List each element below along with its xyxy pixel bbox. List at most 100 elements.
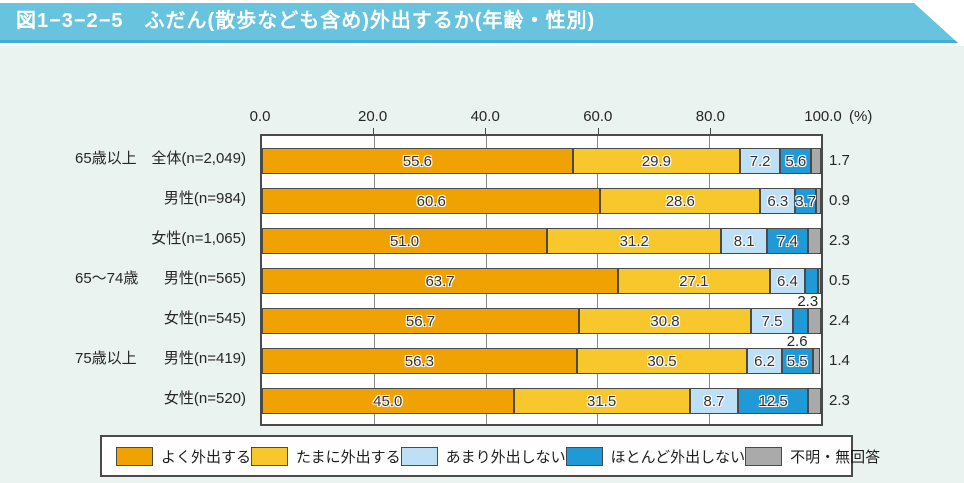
- bar-segment: 60.6: [262, 188, 601, 214]
- bar-segment: 29.9: [572, 148, 740, 174]
- category-group-label: 65歳以上: [75, 150, 137, 167]
- segment-value-label: 5.5: [786, 352, 808, 370]
- bar-segment: [816, 188, 822, 214]
- figure-title-bar: 図1−3−2−5 ふだん(散歩なども含め)外出するか(年齢・性別): [0, 3, 958, 43]
- outside-value-label: 2.3: [829, 392, 850, 409]
- category-name-label: 男性(n=984): [163, 190, 246, 207]
- segment-value-label: 12.5: [758, 392, 788, 410]
- bar-segment: 30.5: [576, 348, 748, 374]
- bar-segment: 56.7: [262, 308, 579, 334]
- legend-swatch: [400, 446, 438, 466]
- legend-label: 不明・無回答: [790, 448, 881, 466]
- bar-row: 51.0 31.2 8.1 7.4 2.3: [262, 228, 850, 254]
- category-label-row: 65〜74歳 男性(n=565): [0, 266, 253, 292]
- plot-area: 55.6 29.9 7.2 5.6 1.7 60.6 28.6 6.3 3.7 0.9 51.0 31…: [260, 134, 850, 426]
- segment-value-label: 56.3: [404, 352, 434, 370]
- category-label-row: 女性(n=1,065): [0, 226, 253, 252]
- bar-segment: 45.0: [262, 388, 514, 414]
- segment-value-label: 6.2: [754, 352, 775, 370]
- legend-label: ほとんど外出しない: [610, 448, 746, 466]
- bar-row: 45.0 31.5 8.7 12.5 2.3: [262, 388, 850, 414]
- segment-value-label: 7.4: [777, 232, 798, 250]
- legend-item: ほとんど外出しない: [565, 446, 746, 467]
- axis-tick-label: 80.0: [695, 108, 725, 125]
- bar-row: 56.7 30.8 7.5 2.6 2.4: [262, 308, 850, 349]
- outside-value-label: 2.3: [829, 232, 850, 249]
- segment-value-label: 51.0: [389, 232, 420, 250]
- legend-label: あまり外出しない: [445, 448, 566, 466]
- bar-segment: 63.7: [262, 268, 619, 294]
- bar-segment: 7.2: [739, 148, 781, 174]
- segment-value-label: 6.3: [767, 192, 789, 210]
- legend-item: よく外出する: [116, 446, 251, 467]
- segment-value-callout: 2.6: [786, 333, 808, 350]
- category-label-row: 65歳以上 全体(n=2,049): [0, 146, 253, 172]
- title-bar-accent-line: [0, 40, 958, 43]
- category-name-label: 男性(n=419): [163, 350, 246, 367]
- bar-segment: 6.4: [769, 268, 806, 294]
- bar-segment: 8.7: [689, 388, 739, 414]
- x-axis: (%) 0.0 20.0 40.0 60.0 80.0 100.0: [250, 106, 872, 134]
- segment-value-label: 27.1: [679, 272, 709, 290]
- bar-segment: [808, 388, 821, 414]
- outside-value-label: 2.4: [829, 312, 850, 329]
- legend-label: よく外出する: [161, 448, 252, 466]
- axis-unit-label: (%): [849, 108, 873, 125]
- segment-value-label: 31.2: [619, 232, 649, 250]
- segment-value-label: 30.5: [647, 352, 677, 370]
- legend-item: あまり外出しない: [400, 446, 566, 467]
- segment-value-label: 7.2: [749, 152, 771, 170]
- axis-tick-mark: [485, 128, 487, 134]
- figure-title: 図1−3−2−5 ふだん(散歩なども含め)外出するか(年齢・性別): [16, 10, 596, 32]
- axis-tick-mark: [372, 128, 374, 134]
- bar-segment: 56.3: [262, 348, 577, 374]
- category-name-label: 男性(n=565): [163, 270, 246, 287]
- category-name-label: 全体(n=2,049): [151, 150, 246, 167]
- segment-value-label: 30.8: [650, 312, 680, 330]
- bar-segment: 31.5: [513, 388, 690, 414]
- bar-segment: [805, 268, 819, 294]
- legend-swatch: [251, 446, 289, 466]
- bar-segment: [793, 308, 808, 334]
- axis-tick-label: 100.0: [804, 108, 842, 125]
- bar-row: 55.6 29.9 7.2 5.6 1.7: [262, 148, 850, 174]
- segment-value-label: 29.9: [641, 152, 671, 170]
- bar-segment: 7.4: [766, 228, 809, 254]
- axis-tick-mark: [597, 128, 599, 134]
- category-name-label: 女性(n=545): [163, 310, 246, 327]
- bar-segment: 5.6: [780, 148, 812, 174]
- segment-value-label: 8.1: [733, 232, 755, 250]
- segment-value-label: 55.6: [402, 152, 432, 170]
- category-name-label: 女性(n=520): [163, 390, 246, 407]
- outside-value-label: 1.4: [829, 352, 850, 369]
- segment-value-label: 6.4: [777, 272, 798, 290]
- legend-swatch: [565, 446, 603, 466]
- legend-swatch: [116, 446, 153, 466]
- bar-segment: [807, 308, 821, 334]
- bar-segment: 5.5: [781, 348, 813, 374]
- bar-segment: 12.5: [738, 388, 809, 414]
- category-labels: 65歳以上 全体(n=2,049) 男性(n=984) 女性(n=1,065) 65〜7…: [0, 134, 253, 426]
- bar-segment: 30.8: [578, 308, 752, 334]
- category-name-label: 女性(n=1,065): [151, 230, 246, 247]
- bar-segment: 28.6: [600, 188, 761, 214]
- bar-segment: [808, 228, 821, 254]
- bar-segment: [812, 348, 821, 374]
- category-label-row: 男性(n=984): [0, 186, 253, 212]
- bar-segment: [811, 148, 821, 174]
- legend: よく外出する たまに外出する あまり外出しない ほとんど外出しない 不明・無回答: [100, 435, 880, 477]
- category-group-label: 75歳以上: [75, 350, 137, 367]
- bar-segment: 51.0: [262, 228, 548, 254]
- legend-swatch: [745, 446, 783, 466]
- outside-value-label: 1.7: [829, 152, 850, 169]
- axis-tick-label: 40.0: [470, 108, 500, 125]
- bar-segment: 8.1: [721, 228, 767, 254]
- segment-value-label: 60.6: [416, 192, 446, 210]
- segment-value-label: 63.7: [425, 272, 455, 290]
- segment-value-label: 56.7: [405, 312, 436, 330]
- segment-value-label: 31.5: [586, 392, 617, 410]
- category-label-row: 女性(n=545): [0, 306, 253, 332]
- segment-value-label: 45.0: [373, 392, 403, 410]
- segment-value-label: 5.6: [785, 152, 807, 170]
